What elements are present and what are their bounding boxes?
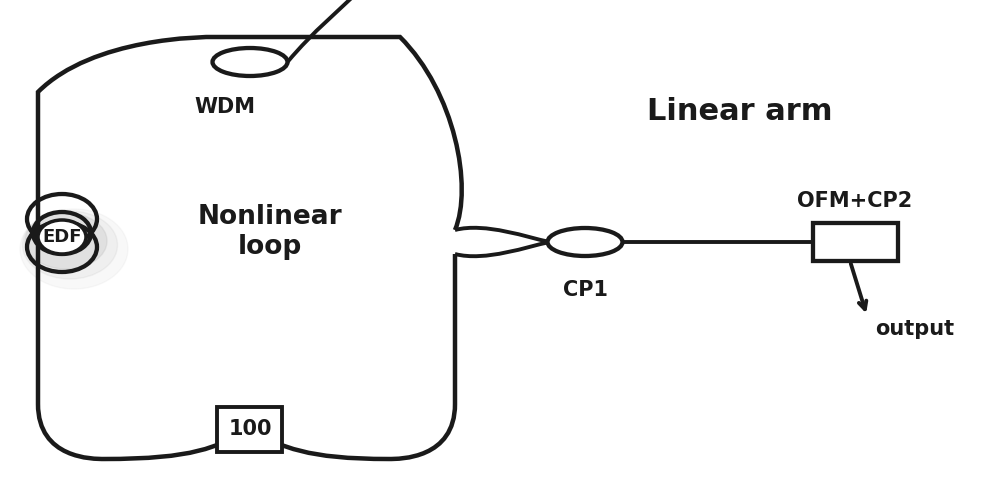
Ellipse shape (25, 213, 107, 269)
Text: WDM: WDM (194, 97, 256, 117)
Text: Nonlinear
loop: Nonlinear loop (198, 204, 342, 260)
Text: EDF: EDF (42, 228, 82, 246)
Text: Linear arm: Linear arm (647, 97, 833, 127)
Ellipse shape (38, 220, 86, 254)
Bar (812, 223, 898, 261)
Bar (217, 407, 282, 451)
Ellipse shape (22, 211, 118, 279)
Ellipse shape (548, 228, 622, 256)
Text: OFM+CP2: OFM+CP2 (797, 191, 913, 211)
Text: CP1: CP1 (562, 280, 608, 300)
Text: 100: 100 (228, 419, 272, 439)
Text: output: output (875, 319, 954, 339)
Ellipse shape (20, 209, 128, 289)
Ellipse shape (212, 48, 288, 76)
